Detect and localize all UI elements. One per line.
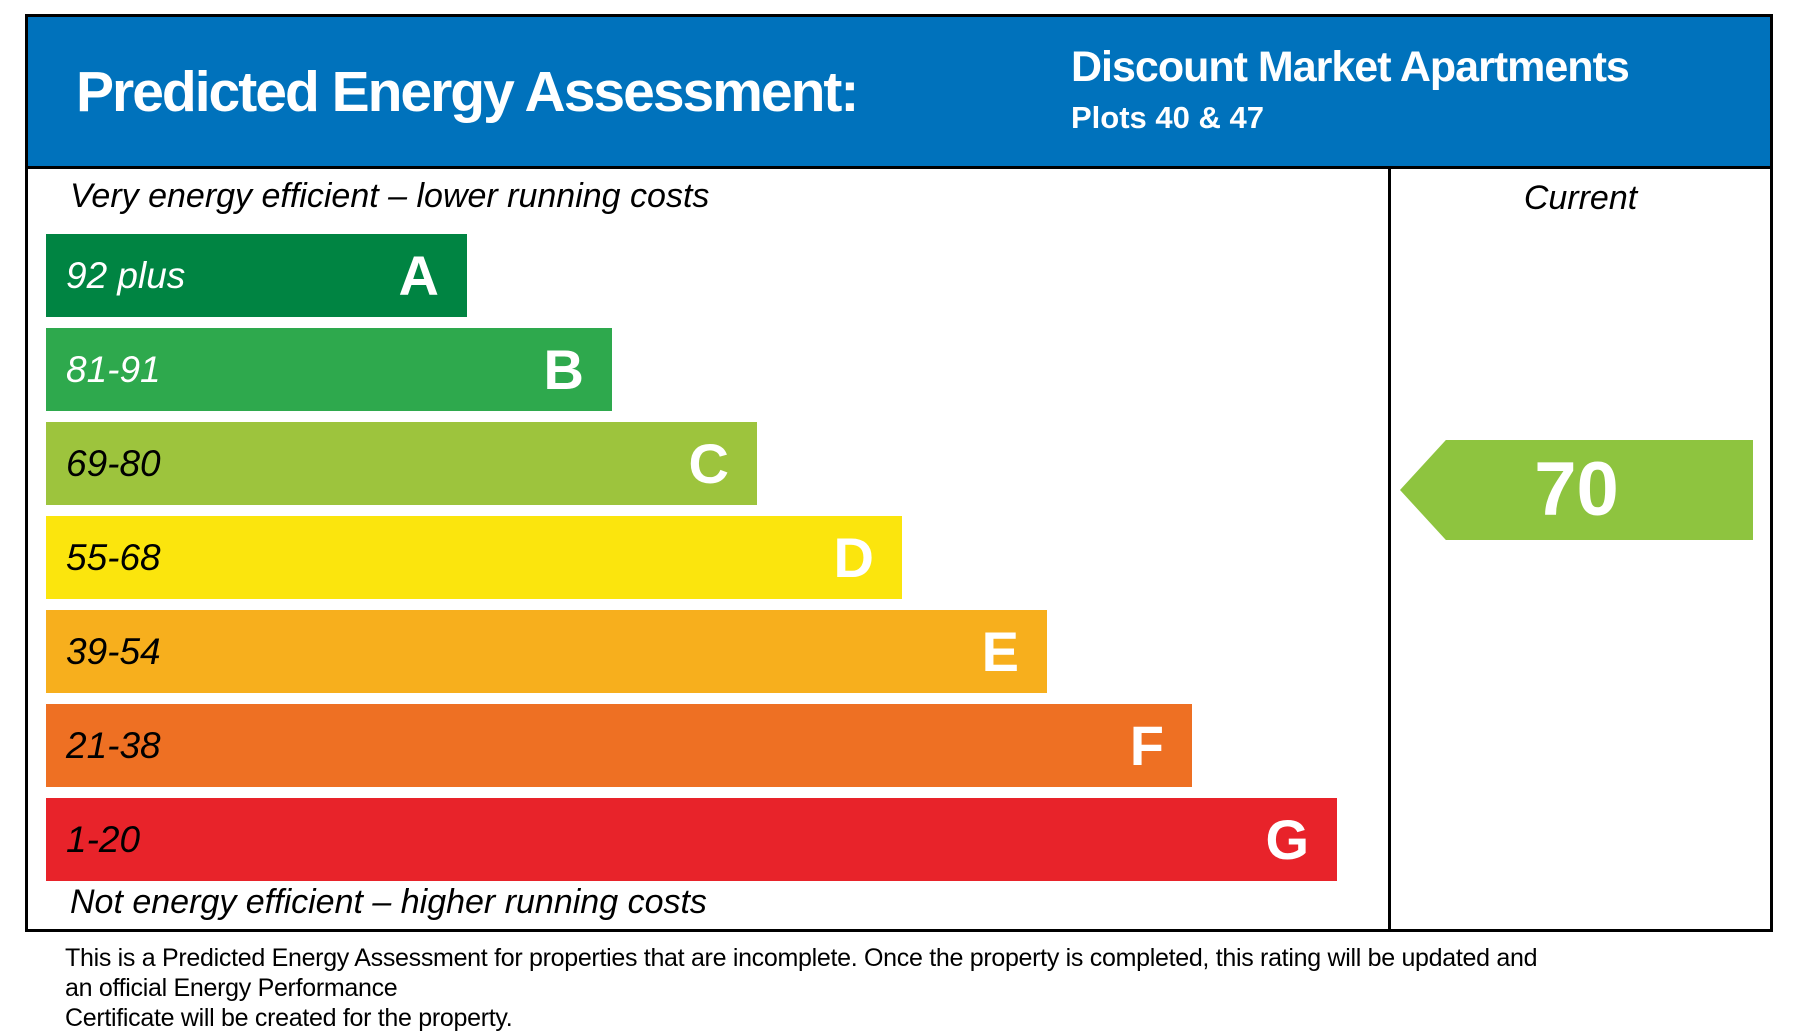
footer-line-2: Certificate will be created for the prop… xyxy=(65,1004,513,1032)
band-range-label: 39-54 xyxy=(66,630,161,672)
band-letter: E xyxy=(981,619,1019,683)
band-range-label: 81-91 xyxy=(66,348,161,390)
current-rating-value: 70 xyxy=(1534,447,1619,532)
property-info: Discount Market Apartments Plots 40 & 47 xyxy=(1071,43,1630,136)
footer-disclaimer: This is a Predicted Energy Assessment fo… xyxy=(65,943,1565,1033)
column-divider xyxy=(1388,169,1391,929)
top-scale-caption: Very energy efficient – lower running co… xyxy=(70,177,710,215)
epc-chart-box: Predicted Energy Assessment: Discount Ma… xyxy=(25,14,1773,932)
header-bar: Predicted Energy Assessment: Discount Ma… xyxy=(28,17,1770,169)
band-letter: B xyxy=(543,337,584,401)
band-range-label: 1-20 xyxy=(66,818,141,860)
band-range-label: 55-68 xyxy=(66,536,161,578)
band-range-label: 69-80 xyxy=(66,442,161,484)
page-title: Predicted Energy Assessment: xyxy=(76,59,859,124)
bottom-scale-caption: Not energy efficient – higher running co… xyxy=(70,883,707,921)
band-letter: C xyxy=(688,431,729,495)
current-rating-arrow: 70 xyxy=(1400,440,1753,540)
property-name: Discount Market Apartments xyxy=(1071,43,1630,91)
footer-line-1: This is a Predicted Energy Assessment fo… xyxy=(65,944,1538,1002)
band-letter: D xyxy=(833,525,874,589)
epc-band-e: 39-54 E xyxy=(46,610,1047,693)
band-range-label: 21-38 xyxy=(66,724,161,766)
band-letter: A xyxy=(398,243,439,307)
epc-band-b: 81-91 B xyxy=(46,328,612,411)
epc-band-a: 92 plus A xyxy=(46,234,467,317)
band-letter: G xyxy=(1265,807,1309,871)
property-plots: Plots 40 & 47 xyxy=(1071,100,1264,135)
epc-band-g: 1-20 G xyxy=(46,798,1337,881)
band-letter: F xyxy=(1129,713,1164,777)
current-column-header: Current xyxy=(1523,179,1638,217)
band-range-label: 92 plus xyxy=(66,254,186,296)
epc-band-c: 69-80 C xyxy=(46,422,757,505)
predicted-energy-assessment-page: { "header": { "title": "Predicted Energy… xyxy=(25,14,1773,1032)
epc-band-f: 21-38 F xyxy=(46,704,1192,787)
epc-band-d: 55-68 D xyxy=(46,516,902,599)
